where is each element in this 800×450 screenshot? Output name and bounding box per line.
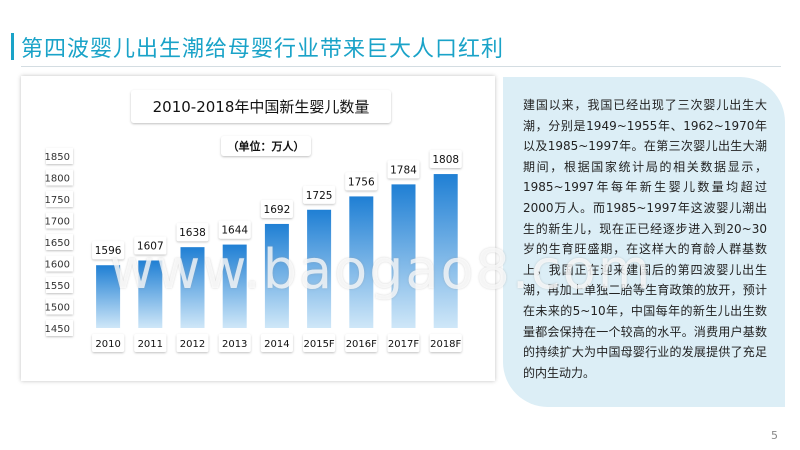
- page-title: 第四波婴儿出生潮给母婴行业带来巨大人口红利: [21, 37, 505, 62]
- x-tick-box: [387, 334, 420, 352]
- y-tick-label: 1550: [45, 281, 70, 292]
- y-tick-label: 1750: [45, 195, 70, 206]
- bar: [138, 260, 163, 328]
- title-accent-bar: [11, 33, 14, 60]
- page-number: 5: [771, 429, 778, 442]
- data-label: 1692: [264, 204, 291, 216]
- y-tick-box: [46, 191, 73, 207]
- y-tick-box: [46, 298, 73, 315]
- bar: [222, 244, 247, 328]
- x-axis: 2010 2011 2012 2013 2014 2015F 2016F 2017F 2018F: [92, 334, 462, 352]
- x-tick-box: [218, 334, 251, 352]
- data-label: 1808: [432, 154, 459, 166]
- title-divider: [21, 66, 781, 67]
- x-tick-box: [260, 334, 293, 352]
- chart-panel: 2010-2018年中国新生婴儿数量 （单位：万人） 1450 1500 1550 1…: [21, 76, 495, 381]
- bar: [391, 184, 416, 328]
- bar: [349, 196, 374, 328]
- y-tick-label: 1850: [45, 152, 70, 163]
- bar: [180, 247, 205, 328]
- y-tick-box: [46, 277, 73, 293]
- x-tick-label: 2010: [95, 339, 120, 350]
- bar-chart: 2010-2018年中国新生婴儿数量 （单位：万人） 1450150015501…: [45, 90, 462, 352]
- data-label: 1596: [95, 245, 122, 257]
- data-label: 1725: [306, 190, 333, 202]
- x-tick-label: 2015F: [303, 339, 334, 350]
- description-panel: 建国以来，我国已经出现了三次婴儿出生大潮，分别是1949~1955年、1962~…: [503, 77, 785, 407]
- x-tick-box: [176, 334, 209, 352]
- y-tick-label: 1500: [45, 303, 70, 314]
- x-tick-label: 2011: [138, 339, 163, 350]
- bar: [307, 209, 332, 328]
- data-label-box: [387, 160, 420, 179]
- y-tick-label: 1450: [45, 324, 70, 335]
- data-label: 1756: [348, 176, 375, 188]
- data-label: 1638: [179, 227, 206, 239]
- data-label-box: [134, 236, 167, 255]
- y-tick-box: [46, 169, 73, 186]
- data-label-box: [260, 199, 293, 218]
- data-label-box: [92, 241, 125, 260]
- bar: [264, 223, 289, 328]
- x-tick-box: [429, 334, 462, 352]
- y-tick-box: [46, 148, 73, 164]
- x-tick-label: 2012: [180, 339, 205, 350]
- y-axis: 1450 1500 1550 1600 1650 1700 1750 1800 1850: [45, 148, 73, 336]
- x-tick-label: 2017F: [388, 339, 419, 350]
- chart-title-box: [131, 90, 391, 123]
- x-tick-label: 2016F: [346, 339, 377, 350]
- x-tick-box: [345, 334, 378, 352]
- data-label: 1644: [221, 225, 248, 237]
- description-text: 建国以来，我国已经出现了三次婴儿出生大潮，分别是1949~1955年、1962~…: [523, 98, 767, 380]
- chart-title: 2010-2018年中国新生婴儿数量: [153, 98, 370, 116]
- bar: [433, 174, 458, 328]
- y-tick-box: [46, 320, 73, 336]
- x-tick-label: 2014: [264, 339, 289, 350]
- bar: [96, 265, 121, 328]
- data-label-box: [429, 150, 462, 169]
- data-label-box: [176, 223, 209, 242]
- y-tick-label: 1800: [45, 174, 70, 185]
- y-tick-label: 1650: [45, 238, 70, 249]
- y-tick-box: [46, 212, 73, 229]
- x-tick-box: [134, 334, 167, 352]
- data-label: 1784: [390, 164, 417, 176]
- data-label-box: [303, 185, 336, 204]
- x-tick-label: 2018F: [430, 339, 461, 350]
- y-tick-label: 1700: [45, 217, 70, 228]
- data-label: 1607: [137, 240, 164, 252]
- y-tick-box: [46, 255, 73, 272]
- x-tick-label: 2013: [222, 339, 247, 350]
- unit-label-box: [221, 136, 311, 156]
- y-tick-label: 1600: [45, 260, 70, 271]
- x-tick-box: [303, 334, 336, 352]
- x-tick-box: [92, 334, 125, 352]
- data-label-box: [218, 220, 251, 239]
- unit-label: （单位：万人）: [228, 139, 305, 153]
- y-tick-box: [46, 234, 73, 250]
- data-label-box: [345, 172, 378, 191]
- bar-series: 1596 1607 1638 1644 1692 1725 1756 1784 1808: [92, 150, 462, 328]
